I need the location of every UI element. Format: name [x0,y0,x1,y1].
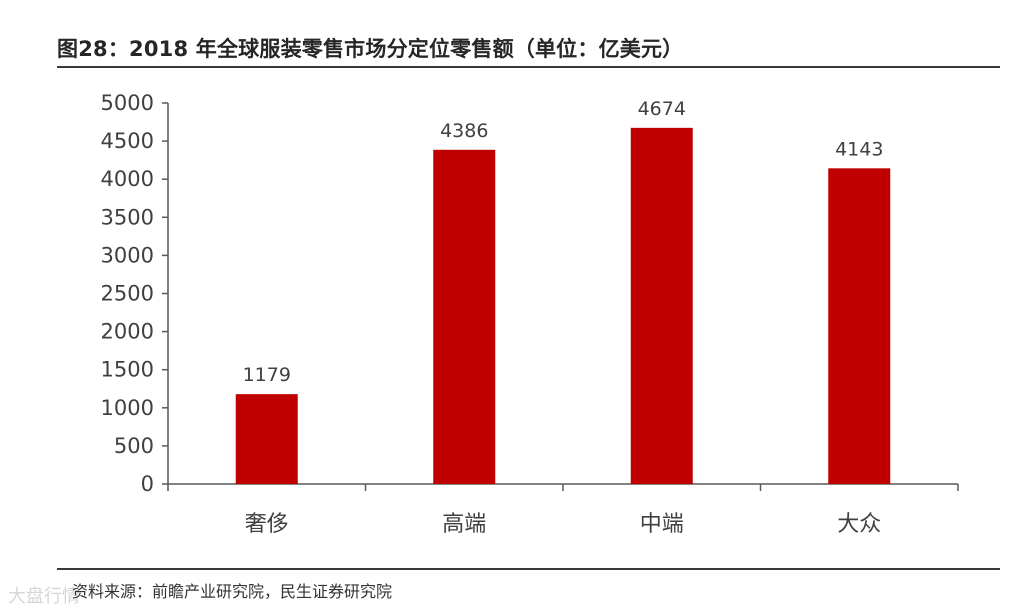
data-label: 1179 [243,364,291,386]
data-label: 4386 [440,120,488,142]
x-category-label: 高端 [442,512,486,537]
y-tick-label: 3500 [101,205,154,229]
data-label: 4143 [835,138,883,160]
y-tick-label: 1000 [101,396,154,420]
bar-4 [828,168,891,484]
y-tick-label: 2500 [101,282,154,306]
y-tick-label: 1500 [101,358,154,382]
source-divider [57,568,1000,570]
y-tick-label: 0 [141,472,154,496]
bar-3 [630,127,693,485]
y-tick-label: 4000 [101,167,154,191]
x-category-label: 中端 [640,512,684,537]
x-category-label: 奢侈 [245,512,289,537]
y-tick-label: 4500 [101,129,154,153]
y-tick-label: 5000 [101,91,154,115]
bar-2 [433,149,496,484]
title-divider [57,66,1000,68]
data-label: 4674 [638,98,686,120]
source-note: 资料来源：前瞻产业研究院，民生证券研究院 [72,582,393,601]
chart-title: 图28：2018 年全球服装零售市场分定位零售额（单位：亿美元） [57,37,684,61]
y-tick-label: 500 [114,434,154,458]
x-category-label: 大众 [837,512,881,537]
y-tick-label: 3000 [101,243,154,267]
y-tick-label: 2000 [101,320,154,344]
watermark-text: 大盘行情 [8,586,80,607]
bar-1 [235,394,298,484]
